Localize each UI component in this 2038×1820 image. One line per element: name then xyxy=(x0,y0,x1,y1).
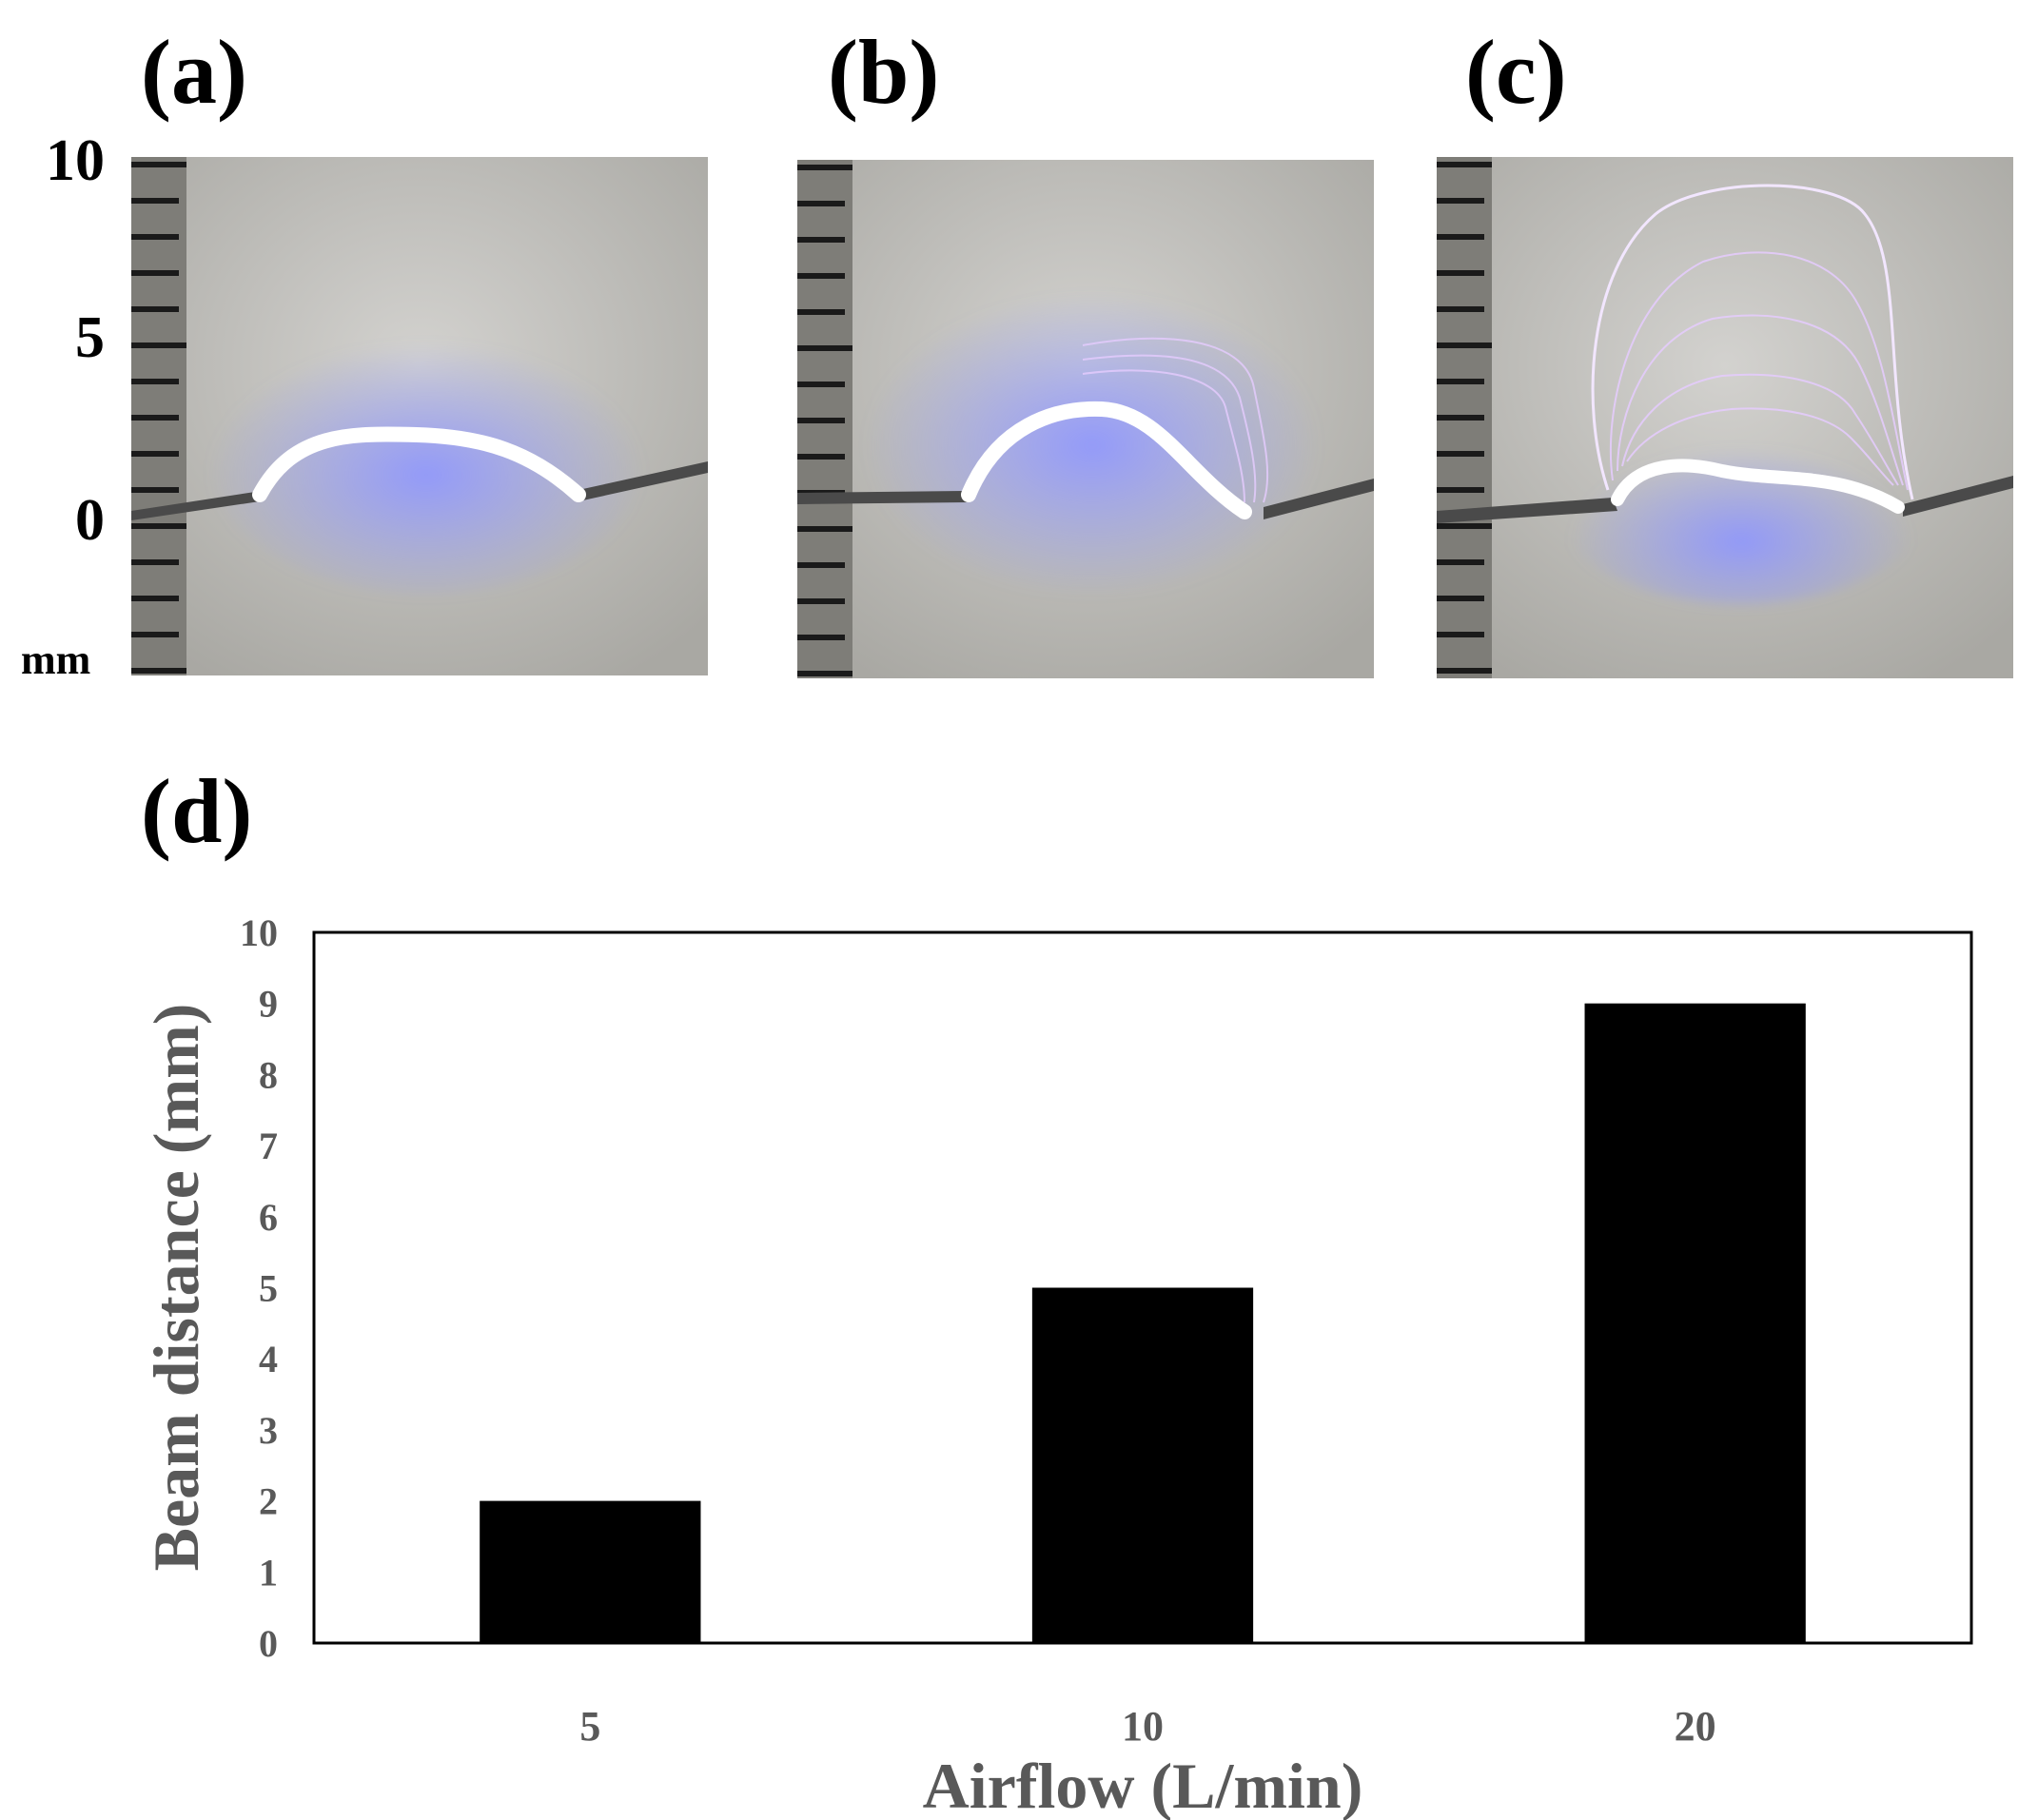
ruler-ticks-c xyxy=(1437,162,1492,674)
y-axis-title: Beam distance (mm) xyxy=(140,1004,212,1572)
bar-series xyxy=(480,1003,1806,1643)
bar xyxy=(1584,1003,1806,1643)
y-tick-label: 2 xyxy=(259,1480,278,1523)
x-axis-ticks: 5 10 20 xyxy=(579,1703,1715,1750)
panel-label-d: (d) xyxy=(141,760,253,862)
scale-tick-0: 0 xyxy=(75,488,105,553)
scale-unit: mm xyxy=(21,636,91,683)
y-tick-label: 8 xyxy=(259,1053,278,1096)
photo-c xyxy=(1437,157,2013,678)
panel-label-b: (b) xyxy=(828,21,940,123)
y-tick-label: 5 xyxy=(259,1267,278,1310)
scale-tick-10: 10 xyxy=(46,128,105,193)
ruler-ticks-a xyxy=(131,162,186,674)
scale-tick-5: 5 xyxy=(75,305,105,370)
photo-b xyxy=(797,160,1374,678)
y-tick-label: 9 xyxy=(259,983,278,1026)
bar-chart: 0 1 2 3 4 5 6 7 8 9 10 5 10 20 Airflow (L/min) Beam … xyxy=(140,911,1973,1820)
bar xyxy=(480,1500,701,1643)
panel-label-c: (c) xyxy=(1465,21,1567,123)
y-tick-label: 10 xyxy=(240,911,278,954)
panel-label-a: (a) xyxy=(141,21,247,123)
y-tick-label: 4 xyxy=(259,1338,278,1380)
bar xyxy=(1031,1287,1254,1643)
x-tick-label: 20 xyxy=(1675,1703,1716,1750)
y-tick-label: 7 xyxy=(259,1125,278,1167)
y-axis-ticks: 0 1 2 3 4 5 6 7 8 9 10 xyxy=(240,911,278,1665)
photo-a xyxy=(131,157,708,675)
y-tick-label: 3 xyxy=(259,1409,278,1452)
x-tick-label: 5 xyxy=(579,1703,600,1750)
y-tick-label: 6 xyxy=(259,1196,278,1239)
y-tick-label: 1 xyxy=(259,1551,278,1594)
x-tick-label: 10 xyxy=(1122,1703,1164,1750)
y-tick-label: 0 xyxy=(259,1622,278,1665)
ruler-ticks-b xyxy=(797,165,852,676)
x-axis-title: Airflow (L/min) xyxy=(923,1750,1363,1820)
